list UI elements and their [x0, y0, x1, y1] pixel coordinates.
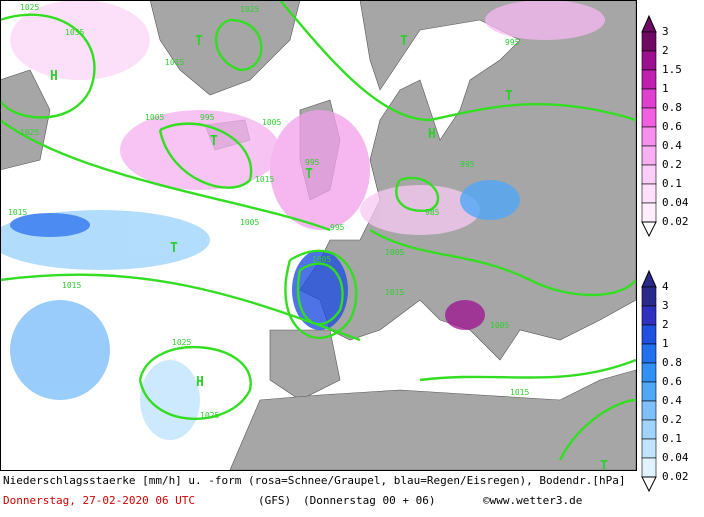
isobar-label: 1025 [20, 128, 39, 137]
legend-arrow-bottom [641, 476, 657, 493]
legend-swatch [641, 286, 657, 307]
legend-swatch [641, 145, 657, 166]
isobar-label: 1015 [385, 288, 404, 297]
legend-label: 0.8 [662, 356, 682, 369]
legend-swatch [641, 88, 657, 109]
legend-label: 0.1 [662, 432, 682, 445]
pressure-center: T [170, 241, 178, 256]
pressure-center: H [50, 69, 58, 84]
legend-swatch [641, 457, 657, 478]
isobar-label: 1015 [165, 58, 184, 67]
legend-label: 3 [662, 299, 669, 312]
legend-label: 0.2 [662, 158, 682, 171]
legend-label: 0.04 [662, 196, 689, 209]
legend-label: 0.04 [662, 451, 689, 464]
isobar-label: 1035 [65, 28, 84, 37]
legend-label: 0.6 [662, 375, 682, 388]
isobar-label: 1005 [262, 118, 281, 127]
isobar-label: 1015 [62, 281, 81, 290]
pressure-center: H [196, 375, 204, 390]
pressure-center: T [210, 134, 218, 149]
isobar-label: 1005 [240, 218, 259, 227]
legend-swatch [641, 381, 657, 402]
legend-label: 0.8 [662, 101, 682, 114]
pressure-center: T [600, 459, 608, 474]
pressure-center: T [195, 34, 203, 49]
legend-label: 0.2 [662, 413, 682, 426]
pressure-center: T [505, 89, 513, 104]
isobar-label: 1005 [490, 321, 509, 330]
pressure-center: T [400, 34, 408, 49]
footer-model: (GFS) [258, 494, 291, 507]
legend-swatch [641, 305, 657, 326]
footer-date: Donnerstag, 27-02-2020 06 UTC [3, 494, 195, 507]
legend-label: 1.5 [662, 63, 682, 76]
legend-swatch [641, 419, 657, 440]
legend-label: 0.4 [662, 139, 682, 152]
legend-swatch [641, 202, 657, 223]
legend-arrow-bottom [641, 221, 657, 238]
legend-label: 0.1 [662, 177, 682, 190]
isobar-label: 985 [425, 208, 440, 217]
pressure-center: T [305, 167, 313, 182]
legend-arrow-top [641, 14, 657, 33]
isobar-label: 1025 [172, 338, 191, 347]
isobar-label: 1005 [145, 113, 164, 122]
isobar-label: 995 [305, 158, 320, 167]
footer-description: Niederschlagsstaerke [mm/h] u. -form (ro… [3, 474, 626, 487]
legend-swatch [641, 438, 657, 459]
isobar-label: 995 [330, 223, 345, 232]
legend-swatch [641, 164, 657, 185]
legend-label: 2 [662, 44, 669, 57]
map-labels: 1025 1035 1025 1015 1025 1005 995 1005 1… [8, 3, 608, 474]
legend-label: 4 [662, 280, 669, 293]
footer-run: (Donnerstag 00 + 06) [303, 494, 435, 507]
legend-arrow-top [641, 269, 657, 288]
isobar-label: 1015 [8, 208, 27, 217]
legend-swatch [641, 343, 657, 364]
legend-swatch [641, 50, 657, 71]
legend-label: 1 [662, 82, 669, 95]
isobars [0, 0, 637, 461]
isobar-label: 1025 [200, 411, 219, 420]
isobar-label: 1005 [385, 248, 404, 257]
legend-label: 0.4 [662, 394, 682, 407]
rain-precip [0, 180, 520, 440]
legend-label: 0.02 [662, 470, 689, 483]
legend-swatch [641, 69, 657, 90]
isobar-label: 1025 [20, 3, 39, 12]
legend-label: 1 [662, 337, 669, 350]
isobar-label: 1025 [240, 5, 259, 14]
map-frame [0, 0, 637, 471]
legend-swatch [641, 183, 657, 204]
isobar-label: 1015 [255, 175, 274, 184]
legend-label: 2 [662, 318, 669, 331]
legend-swatch [641, 362, 657, 383]
legend-swatch [641, 126, 657, 147]
legend-swatch [641, 400, 657, 421]
map: 1025 1035 1025 1015 1025 1005 995 1005 1… [0, 0, 637, 474]
isobar-label: 1015 [510, 388, 529, 397]
isobar-label: 995 [460, 160, 475, 169]
legend-swatch [641, 31, 657, 52]
legend-label: 0.6 [662, 120, 682, 133]
isobar-label: 995 [505, 38, 520, 47]
pressure-center: H [428, 127, 436, 142]
legend-swatch [641, 324, 657, 345]
legend-label: 3 [662, 25, 669, 38]
snow-precip [10, 0, 605, 330]
isobar-label: 995 [200, 113, 215, 122]
footer-credit: ©www.wetter3.de [483, 494, 582, 507]
isobar-label: 1005 [312, 255, 331, 264]
legend-swatch [641, 107, 657, 128]
legend-label: 0.02 [662, 215, 689, 228]
legends: 3 2 1.5 1 0.8 0.6 0.4 0.2 0.1 0.04 0.02 4 3 2 1 0.8 0.6 0… [641, 14, 689, 493]
